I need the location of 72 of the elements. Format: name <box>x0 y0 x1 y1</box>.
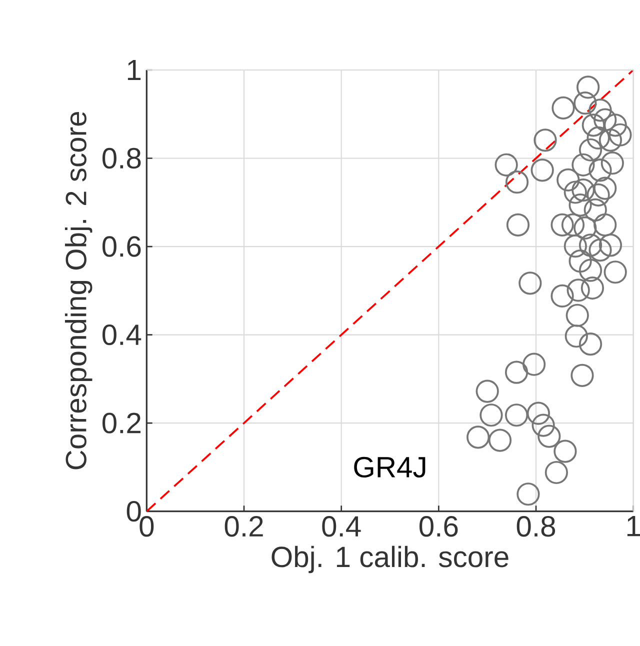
x-tick-label: 0.6 <box>420 516 458 537</box>
point <box>578 234 602 257</box>
point <box>588 98 612 122</box>
point <box>530 158 554 182</box>
point <box>526 402 550 425</box>
point <box>568 250 592 273</box>
point <box>544 460 568 484</box>
y-tick-label: 1 <box>128 60 141 80</box>
point <box>604 260 627 284</box>
x-tick-label: 1 <box>627 516 640 536</box>
y-tick-label: 0.4 <box>102 324 142 346</box>
point <box>594 213 617 236</box>
point <box>584 198 607 222</box>
point <box>504 360 528 384</box>
point <box>550 213 574 236</box>
point <box>554 440 577 463</box>
point <box>604 114 627 137</box>
point <box>550 284 574 308</box>
point <box>576 76 600 99</box>
point <box>516 482 540 506</box>
point <box>594 108 617 132</box>
point <box>578 258 602 282</box>
point <box>598 234 622 257</box>
point <box>566 304 589 327</box>
point <box>564 180 587 204</box>
point <box>505 170 529 194</box>
point <box>480 404 503 427</box>
point <box>504 404 528 427</box>
point <box>522 352 546 376</box>
point <box>580 276 604 300</box>
y-tick-label: 0.6 <box>102 236 141 257</box>
y-tick-label: 0.8 <box>102 148 141 169</box>
point <box>561 213 585 236</box>
point <box>588 158 612 182</box>
y-tick-label: 0.2 <box>102 412 141 434</box>
point <box>518 272 542 295</box>
y-tick-label: 0 <box>126 500 141 522</box>
point <box>572 153 595 176</box>
point <box>578 332 602 356</box>
point <box>488 428 512 452</box>
point <box>506 213 530 236</box>
x-axis-title: Obj. 1 calib. score <box>272 546 508 574</box>
point <box>556 168 580 192</box>
point <box>598 128 622 152</box>
point <box>564 234 587 258</box>
point <box>582 114 605 137</box>
y-axis-title: Corresponding Obj. 2 score <box>64 112 92 470</box>
point <box>568 193 592 217</box>
point <box>586 126 610 150</box>
point <box>538 424 561 448</box>
x-tick-label: 0.8 <box>516 516 556 537</box>
point <box>552 96 575 120</box>
point <box>608 123 632 146</box>
point <box>532 414 555 437</box>
point <box>570 364 594 387</box>
x-tick-label: 0.4 <box>322 516 361 537</box>
point <box>578 138 602 162</box>
point <box>594 176 617 200</box>
point <box>572 178 595 202</box>
point <box>588 238 612 262</box>
point <box>466 426 490 449</box>
annotation: GR4J <box>354 456 426 478</box>
point <box>476 380 499 403</box>
x-tick-label: 0.2 <box>224 516 263 537</box>
point <box>574 216 597 240</box>
point <box>586 183 610 206</box>
point <box>564 324 588 348</box>
point <box>566 278 590 302</box>
point <box>534 128 557 152</box>
point <box>494 153 518 176</box>
point <box>600 152 624 175</box>
point <box>574 92 597 115</box>
